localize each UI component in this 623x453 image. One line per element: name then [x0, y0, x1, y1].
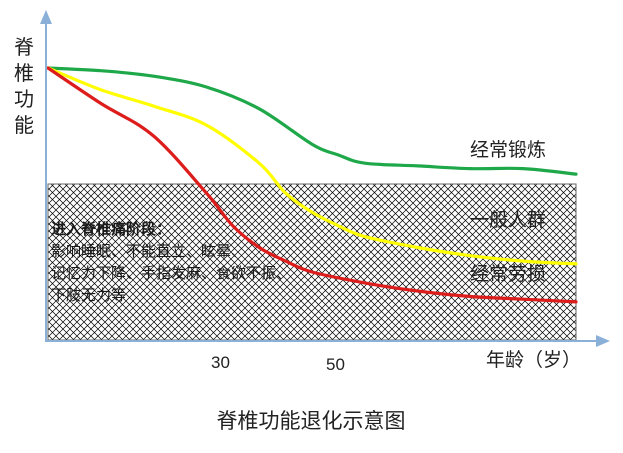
y-axis-label-char: 椎 [14, 61, 34, 85]
series-line-strain [46, 66, 578, 304]
x-axis-label: 年龄（岁） [486, 349, 581, 371]
series-line-general [46, 66, 578, 266]
chart-title: 脊椎功能退化示意图 [217, 409, 406, 433]
pain-stage-line: 下肢无力等 [51, 286, 127, 304]
y-axis-label: 脊椎功能 [14, 35, 34, 137]
pain-stage-line: 记忆力下降、手指发麻、食欲不振、 [51, 264, 292, 282]
pain-zone [47, 183, 577, 341]
pain-stage-line: 影响睡眠、不能直立、眩晕、 [51, 242, 247, 260]
pain-stage-annotation: 进入脊椎痛阶段： 影响睡眠、不能直立、眩晕、 记忆力下降、手指发麻、食欲不振、 … [51, 218, 381, 306]
series-line-exercise [46, 66, 578, 176]
y-axis-label-char: 脊 [14, 35, 34, 59]
y-axis-label-char: 功 [14, 87, 34, 111]
x-tick-label-30: 30 [211, 353, 230, 372]
series-layer [46, 66, 578, 304]
pain-stage-title: 进入脊椎痛阶段： [51, 220, 172, 238]
legend-label-general: 一般人群 [470, 209, 546, 231]
y-axis-arrow [40, 10, 52, 24]
y-axis-label-char: 能 [14, 113, 34, 137]
legend-label-exercise: 经常锻炼 [470, 139, 546, 161]
x-tick-label-50: 50 [326, 355, 345, 374]
legend-label-strain: 经常劳损 [470, 263, 546, 285]
x-axis-arrow [596, 335, 610, 347]
